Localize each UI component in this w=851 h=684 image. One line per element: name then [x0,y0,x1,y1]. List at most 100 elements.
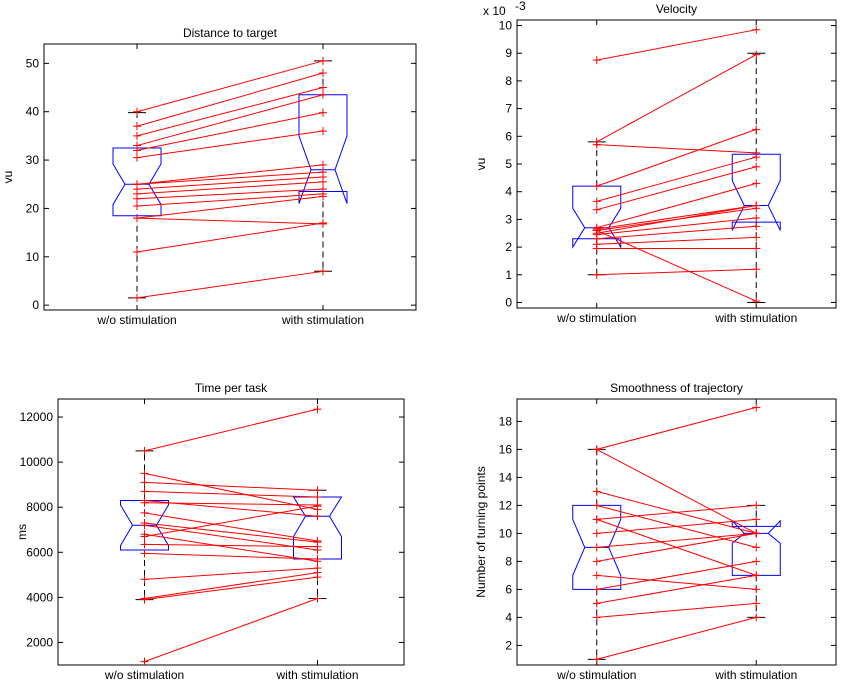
panel-1-pair-line [136,130,324,159]
panel-1-xtick-label: with stimulation [281,313,364,327]
panel-2-xtick-label: with stimulation [714,311,797,325]
panel-2-ylabel: vu [474,158,488,171]
panel-3-box-1 [120,499,169,551]
panel-4-xtick-label: with stimulation [714,668,797,682]
panel-4-ytick-label: 12 [499,498,513,512]
panel-2-exponent-label: x 10 [483,4,506,18]
panel-3-pair-line [144,522,318,543]
panel-4-ytick-label: 18 [499,414,513,428]
panel-2-pair-line [596,225,757,240]
panel-3-pair-line [144,567,318,580]
panel-3-pair-line [144,512,318,542]
panel-2-xtick-label: w/o stimulation [556,311,636,325]
panel-4-pair-line [596,490,757,534]
panel-3-xtick-label: w/o stimulation [104,668,184,682]
panel-2-pair-line [596,217,757,236]
panel-1-pair-line [136,60,324,113]
panel-2: 0 1 2 3 4 5 6 7 8 9 10 w/o stimulation with stimulat… [474,0,837,325]
panel-1-pair-line [136,193,324,207]
panel-1-ytick-label: 20 [26,201,40,215]
panel-1-pair-line [136,176,324,190]
panel-2-pair-line [596,205,757,230]
panel-1-pair-line [136,195,324,219]
panel-1-pair-line [136,87,324,137]
panel-1-xtick-label: w/o stimulation [96,313,176,327]
panel-4-pair-line [596,504,757,548]
panel-4-ytick-label: 4 [505,610,512,624]
panel-2-ytick-label: 4 [505,185,512,199]
panel-2-ytick-label: 0 [505,295,512,309]
panel-2-pair-line [596,236,757,245]
panel-1-pair-line [136,270,324,299]
panel-4-xtick-label: w/o stimulation [556,668,636,682]
panel-4-ylabel: Number of turning points [474,466,488,597]
panel-2-pair-line [596,144,757,154]
panel-3-ytick-label: 2000 [26,635,53,649]
panel-1-pair-line [136,222,324,253]
panel-4-box-1 [572,504,622,590]
panel-3-ylabel: ms [15,524,29,540]
panel-1-pair-line [136,164,324,185]
panel-2-title: Velocity [656,2,697,16]
panel-1-pair-line [136,171,324,185]
panel-3-pair-line [144,408,318,452]
panel-4-ytick-label: 2 [505,638,512,652]
panel-2-ytick-label: 6 [505,129,512,143]
panel-2-ytick-label: 8 [505,74,512,88]
panel-2-ytick-label: 5 [505,157,512,171]
panel-3-ytick-label: 8000 [26,500,53,514]
panel-3-ytick-label: 4000 [26,590,53,604]
panel-1-ytick-label: 50 [26,56,40,70]
panel-4-pair-line [596,448,757,534]
panel-1-ytick-label: 30 [26,153,40,167]
panel-4-title: Smoothness of trajectory [610,381,743,395]
panel-2-pair-line [596,29,757,61]
panel-4-pair-line [596,602,757,618]
panel-2-box-2 [731,153,781,231]
panel-4-pair-line [596,616,757,660]
panel-3-axes-frame [57,398,405,666]
panel-1-ylabel: vu [1,171,15,184]
panel-2-pair-line [596,205,757,234]
panel-1-box-2 [298,94,348,204]
panel-3-pair-line [144,598,318,663]
panel-3-box-2 [292,496,343,560]
panel-3-pair-line [144,472,318,510]
panel-1-pair-line [136,94,324,147]
panel-4-pair-line [596,406,757,450]
panel-4-pair-line [596,518,757,576]
panel-3-pair-line [144,552,318,560]
panel-2-ytick-label: 3 [505,212,512,226]
panel-3: 2000 4000 6000 8000 10000 12000 w/o stimulatio… [15,381,405,682]
panel-1-ytick-label: 0 [32,298,39,312]
panel-2-axes-frame [516,19,837,309]
panel-1-ytick-label: 10 [26,250,40,264]
panel-4: 2 4 6 8 10 12 14 16 18 w/o stimulation with stimul… [474,381,837,682]
panel-2-pair-line [596,54,757,143]
panel-1-pair-line [136,188,324,200]
panel-3-pair-line [144,533,318,562]
panel-2-ytick-label: 1 [505,268,512,282]
panel-4-ytick-label: 8 [505,554,512,568]
panel-2-pair-line [596,166,757,211]
panel-2-ytick-label: 10 [499,19,513,33]
panel-3-title: Time per task [195,381,268,395]
panel-1-pair-line [136,217,324,225]
panel-2-exponent-power: -3 [515,0,526,13]
panel-3-ytick-label: 6000 [26,545,53,559]
panel-3-pair-line [144,572,318,599]
panel-4-pair-line [596,532,757,548]
panel-2-pair-line [596,182,757,229]
panel-1-pair-line [136,72,324,127]
panel-3-xtick-label: with stimulation [275,668,358,682]
panel-1-pair-line [136,181,324,195]
panel-1: 0 10 20 30 40 50 w/o stimulation with stimulati… [1,26,417,327]
panel-3-pair-line [144,576,318,601]
panel-1-ytick-label: 40 [26,105,40,119]
panel-4-pair-line [596,574,757,590]
panel-2-pair-line [596,156,757,202]
panel-4-ytick-label: 14 [499,470,513,484]
panel-3-pair-line [144,505,318,538]
panel-3-pair-line [144,481,318,491]
